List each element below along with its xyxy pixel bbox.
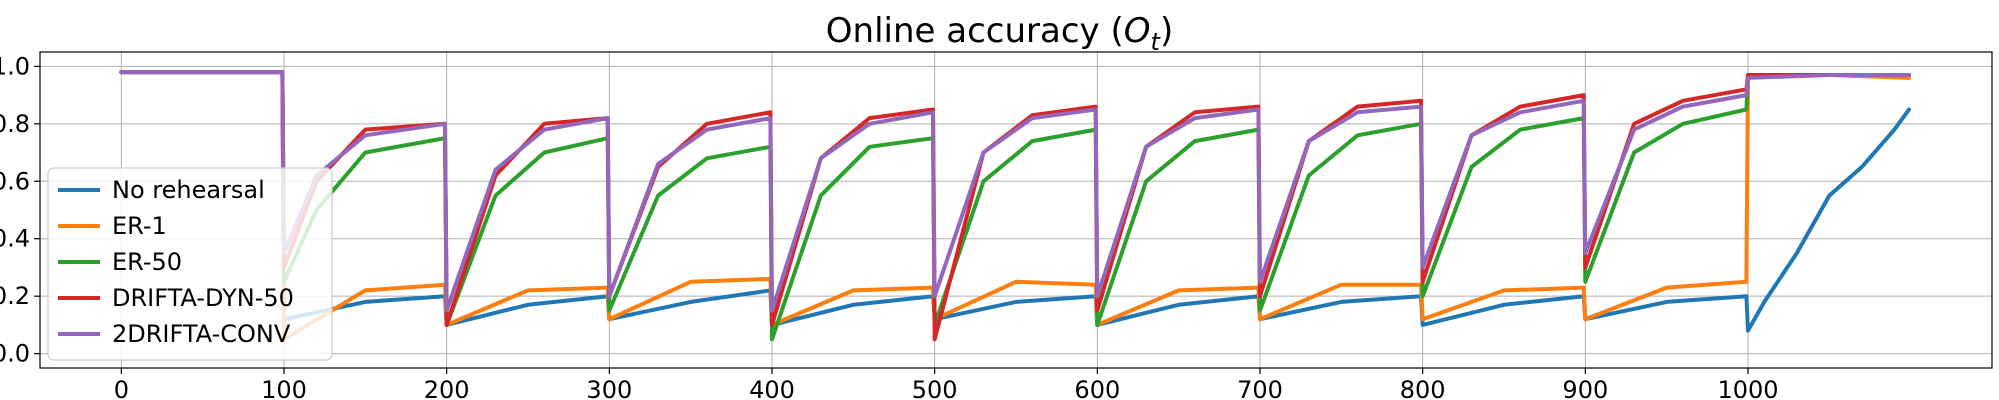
legend-label: 2DRIFTA-CONV [112,320,291,348]
y-tick-label: 0.2 [0,282,30,310]
legend-label: ER-1 [112,212,167,240]
title-subscript: t [1151,28,1162,56]
series-layer [119,70,1911,342]
x-tick-label: 300 [586,376,632,400]
x-tick-label: 1000 [1717,376,1778,400]
legend-box [47,167,333,361]
y-tick-label: 0.0 [0,340,30,368]
legend-label: No rehearsal [112,176,265,204]
title-symbol: O [1124,11,1151,51]
title-main: Online accuracy ( [826,11,1124,51]
y-tick-label: 0.6 [0,167,30,195]
x-tick-label: 100 [261,376,307,400]
y-axis-ticks: 0.0 0.2 0.4 0.6 0.8 1.0 [0,52,40,368]
y-tick-label: 0.8 [0,110,30,138]
series-line-2drifta-conv [119,70,1911,313]
x-tick-label: 0 [114,376,129,400]
legend-label: ER-50 [112,248,182,276]
title-close: ) [1160,11,1173,51]
chart-title: Online accuracy (Ot) [826,11,1173,56]
x-tick-label: 800 [1400,376,1446,400]
x-tick-label: 600 [1074,376,1120,400]
plot-frame [39,51,1993,369]
x-tick-label: 500 [912,376,958,400]
x-tick-label: 700 [1237,376,1283,400]
x-tick-label: 400 [749,376,795,400]
legend-label: DRIFTA-DYN-50 [112,284,294,312]
y-tick-label: 1.0 [0,52,30,80]
legend: No rehearsal ER-1 ER-50 DRIFTA-DYN-50 2DRIFT… [47,167,333,361]
y-tick-label: 0.4 [0,225,30,253]
x-tick-label: 200 [424,376,470,400]
series-line-no-rehearsal [119,70,1911,333]
x-tick-label: 900 [1562,376,1608,400]
x-axis-ticks: 0 100 200 300 400 500 600 700 800 900 1000 [114,368,1779,400]
